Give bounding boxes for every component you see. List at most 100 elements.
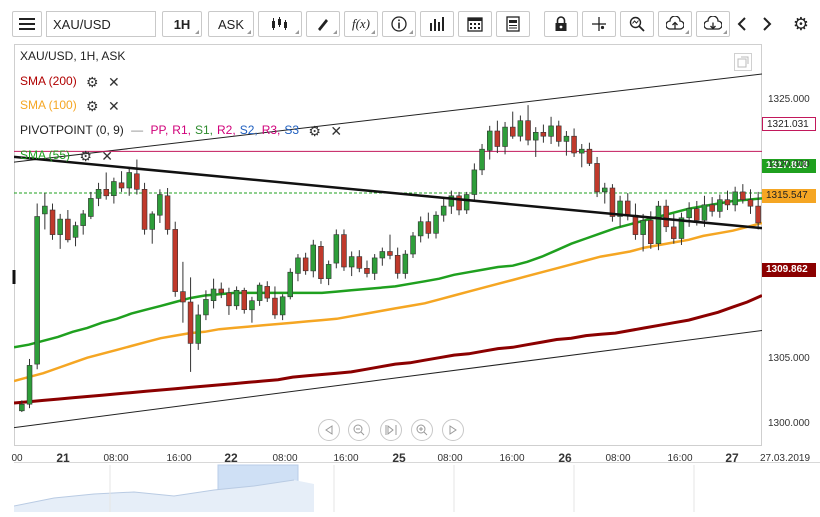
candle-body [218, 288, 225, 294]
download-button[interactable] [696, 11, 730, 37]
draw-button[interactable] [306, 11, 340, 37]
volume-icon [430, 17, 444, 31]
candle-body [463, 194, 470, 211]
zoom-button[interactable] [620, 11, 654, 37]
reset-icon [385, 424, 397, 436]
navigator[interactable] [13, 462, 820, 512]
candle-body [586, 148, 593, 164]
news-button[interactable] [496, 11, 530, 37]
chart-type-button[interactable] [258, 11, 302, 37]
candle-body [502, 126, 508, 147]
legend-pivot-item: S2, [239, 123, 258, 137]
menu-button[interactable] [12, 11, 42, 37]
candle-body [164, 195, 171, 230]
candle-body [440, 205, 447, 216]
pivot-remove-icon[interactable]: ✕ [330, 122, 343, 139]
x-tick-label: 08:00 [272, 453, 298, 464]
sma200-remove-icon[interactable]: ✕ [107, 73, 120, 90]
legend-sma55: SMA (55) ⚙ ✕ [20, 147, 113, 164]
scroll-right-button[interactable] [442, 419, 464, 441]
info-button[interactable] [382, 11, 416, 37]
sma55-remove-icon[interactable]: ✕ [101, 147, 113, 164]
settings-button[interactable]: ⚙ [788, 11, 814, 37]
y-tick-label: 1325.000 [768, 93, 810, 105]
trendline [14, 155, 762, 230]
candle-body [364, 267, 370, 274]
indicators-button[interactable]: f(x) [344, 11, 378, 37]
candle-body [532, 132, 539, 141]
candle-body [379, 251, 386, 259]
expand-icon [737, 56, 749, 68]
legend-pivot-items: PP, R1, S1, R2, S2, R3, S3 [147, 123, 300, 137]
candle-body [241, 289, 248, 310]
candle-body [233, 289, 240, 307]
candle-body [517, 120, 524, 137]
expand-button[interactable] [734, 53, 752, 71]
channel-top-line [14, 73, 762, 163]
crosshair-button[interactable] [582, 11, 616, 37]
volume-button[interactable] [420, 11, 454, 37]
calendar-icon [467, 17, 483, 32]
candle-body [341, 234, 347, 268]
x-tick-label: 16:00 [499, 453, 525, 464]
candle-body [72, 225, 79, 238]
candle-body [157, 194, 163, 216]
symbol-input[interactable] [46, 11, 156, 37]
calendar-button[interactable] [458, 11, 492, 37]
timeframe-select[interactable]: 1H [162, 11, 202, 37]
y-tick-label: 1300.000 [768, 417, 810, 429]
candle-body [80, 213, 86, 226]
candle-body [57, 218, 63, 235]
zoom-in-button[interactable] [411, 419, 433, 441]
legend-pivot-item: R2, [217, 123, 236, 137]
x-tick-label: 08:00 [103, 453, 129, 464]
x-tick-label: 08:00 [437, 453, 463, 464]
candle-body [118, 182, 125, 189]
legend-pivot-item: S3 [284, 123, 300, 137]
x-tick-label: 16:00 [166, 453, 192, 464]
fx-icon: f(x) [351, 16, 371, 31]
candle-body [693, 208, 700, 221]
candle-body [417, 221, 424, 237]
candle-body [486, 130, 493, 151]
x-tick-label: 16:00 [333, 453, 359, 464]
sma55-settings-icon[interactable]: ⚙ [79, 147, 92, 164]
candle-body [479, 148, 485, 171]
upload-button[interactable] [658, 11, 692, 37]
y-tick-label: 1305.000 [768, 352, 810, 364]
lock-button[interactable] [544, 11, 578, 37]
candle-body [88, 198, 94, 217]
sma200-settings-icon[interactable]: ⚙ [86, 73, 99, 90]
candle-body [348, 256, 355, 268]
scroll-left-button[interactable] [318, 419, 340, 441]
candle-body [26, 365, 33, 405]
pivot-settings-icon[interactable]: ⚙ [308, 122, 321, 139]
candle-body [256, 284, 263, 301]
candle-body [264, 286, 270, 299]
navigator-chart [13, 462, 820, 512]
download-icon [704, 16, 722, 30]
next-button[interactable] [756, 11, 778, 37]
prev-button[interactable] [731, 11, 753, 37]
candle-body [647, 220, 654, 244]
legend-sma100-label: SMA (100) [20, 98, 77, 112]
legend-pivot-label: PIVOTPOINT (0, 9) [20, 123, 124, 137]
candle-body [740, 191, 746, 200]
candle-body [617, 200, 623, 217]
candle-body [655, 205, 662, 245]
candle-body [111, 181, 117, 196]
candle-body [509, 126, 516, 137]
candle-body [65, 218, 71, 241]
price-type-select[interactable]: ASK [208, 11, 254, 37]
sma200-line [14, 294, 762, 405]
zoom-out-button[interactable] [348, 419, 370, 441]
legend-sma55-label: SMA (55) [20, 148, 71, 162]
reset-zoom-button[interactable] [380, 419, 402, 441]
candle-body [709, 204, 715, 212]
sma100-settings-icon[interactable]: ⚙ [86, 97, 99, 114]
candle-body [226, 292, 232, 307]
draw-icon [318, 19, 328, 31]
sma100-remove-icon[interactable]: ✕ [107, 97, 120, 114]
candle-body [410, 235, 416, 255]
legend-pivot-item: S1, [194, 123, 213, 137]
